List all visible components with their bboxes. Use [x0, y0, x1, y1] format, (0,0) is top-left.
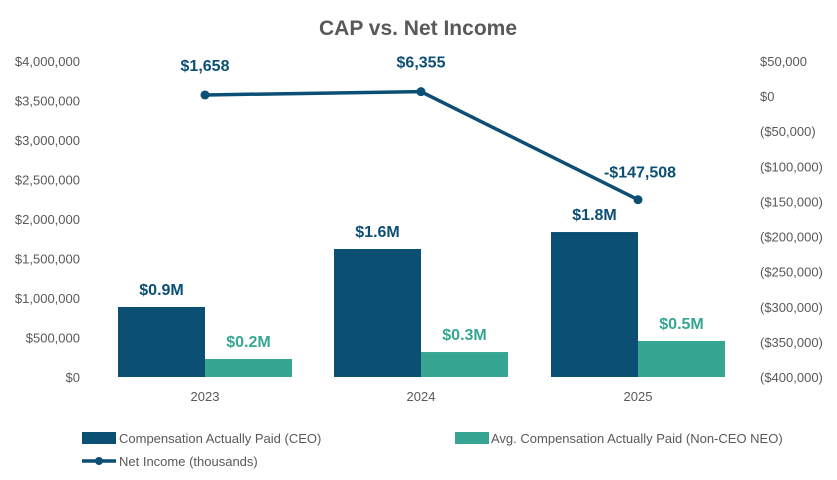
right-tick-label: ($250,000) [760, 265, 823, 280]
bar-ceo [334, 249, 421, 377]
right-axis: ($400,000) ($350,000) ($300,000) ($250,000)… [760, 54, 823, 385]
x-axis: 2023 2024 2025 [191, 389, 653, 404]
data-label-net-income: -$147,508 [604, 165, 676, 182]
left-tick-label: $3,000,000 [15, 133, 80, 148]
right-tick-label: ($300,000) [760, 300, 823, 315]
bars: $0.9M $1.6M $1.8M $0.2M $0.3M $0.5M [118, 207, 725, 377]
left-tick-label: $4,000,000 [15, 54, 80, 69]
chart-title: CAP vs. Net Income [319, 17, 517, 40]
left-tick-label: $2,500,000 [15, 173, 80, 188]
bar-ceo [551, 232, 638, 377]
net-income-line: $1,658 $6,355 -$147,508 [181, 55, 676, 205]
data-label-ceo: $1.8M [572, 207, 616, 224]
left-tick-label: $500,000 [26, 331, 80, 346]
legend-label-ceo: Compensation Actually Paid (CEO) [119, 431, 321, 446]
legend-marker-net-income [95, 457, 103, 465]
net-income-polyline [204, 89, 639, 202]
left-tick-label: $0 [66, 370, 80, 385]
x-tick-label: 2025 [624, 389, 653, 404]
bar-neo [205, 358, 292, 377]
data-label-neo: $0.3M [442, 327, 486, 344]
net-income-point [416, 87, 426, 97]
data-label-net-income: $1,658 [181, 58, 230, 75]
bar-neo [421, 352, 508, 377]
right-tick-label: ($400,000) [760, 370, 823, 385]
right-tick-label: ($50,000) [760, 124, 816, 139]
left-tick-label: $2,000,000 [15, 212, 80, 227]
data-label-ceo: $1.6M [355, 224, 399, 241]
legend-swatch-ceo [82, 432, 116, 444]
right-tick-label: ($100,000) [760, 159, 823, 174]
right-tick-label: ($350,000) [760, 335, 823, 350]
x-tick-label: 2024 [407, 389, 436, 404]
right-tick-label: $0 [760, 89, 774, 104]
legend-swatch-neo [455, 432, 489, 444]
x-tick-label: 2023 [191, 389, 220, 404]
right-tick-label: ($200,000) [760, 230, 823, 245]
left-tick-label: $3,500,000 [15, 94, 80, 109]
net-income-point [200, 90, 210, 100]
left-tick-label: $1,500,000 [15, 252, 80, 267]
bar-ceo [118, 307, 205, 377]
right-tick-label: ($150,000) [760, 194, 823, 209]
left-tick-label: $1,000,000 [15, 291, 80, 306]
data-label-neo: $0.2M [226, 334, 270, 351]
legend-label-neo: Avg. Compensation Actually Paid (Non-CEO… [491, 431, 783, 446]
bar-neo [638, 340, 725, 377]
legend: Compensation Actually Paid (CEO) Avg. Co… [82, 431, 783, 469]
data-label-ceo: $0.9M [139, 282, 183, 299]
legend-label-net-income: Net Income (thousands) [119, 454, 258, 469]
data-label-neo: $0.5M [659, 316, 703, 333]
net-income-point [633, 195, 643, 205]
right-tick-label: $50,000 [760, 54, 807, 69]
left-axis: $0 $500,000 $1,000,000 $1,500,000 $2,000,000… [15, 54, 80, 385]
data-label-net-income: $6,355 [397, 55, 446, 72]
